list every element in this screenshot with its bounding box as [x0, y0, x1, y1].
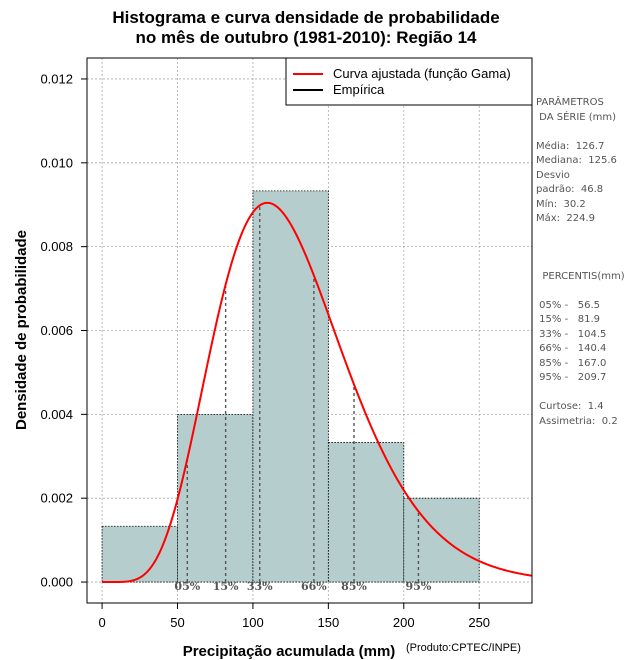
chart-title-line2: no mês de outubro (1981-2010): Região 14	[135, 28, 477, 47]
stat-max: Máx: 224.9	[536, 213, 596, 224]
legend: Curva ajustada (função Gama) Empírica	[285, 57, 533, 106]
legend-label-curve: Curva ajustada (função Gama)	[333, 66, 511, 81]
percentile-label: 33%	[247, 580, 273, 593]
percentile-66: 66% - 140.4	[536, 343, 607, 354]
percentile-labels: 05% 15% 33% 66% 85% 95%	[174, 580, 431, 593]
y-tick-label: 0.010	[40, 155, 73, 170]
x-tick-label: 50	[170, 615, 184, 630]
x-tick-label: 0	[98, 615, 105, 630]
histogram-bars	[101, 190, 480, 583]
params-title-line2: DA SÉRIE (mm)	[536, 111, 617, 123]
chart-title: Histograma e curva densidade de probabil…	[0, 8, 612, 48]
x-tick-label: 150	[318, 615, 340, 630]
stat-desvio-line2: padrão: 46.8	[536, 184, 604, 195]
x-tick-label: 200	[393, 615, 415, 630]
statistics-panel: PARÂMETROS DA SÉRIE (mm) Média: 126.7 Me…	[536, 96, 640, 429]
y-tick-label: 0.012	[40, 71, 73, 86]
histogram-bar	[177, 413, 254, 583]
x-tick-label: 250	[468, 615, 490, 630]
stat-media: Média: 126.7	[536, 140, 605, 152]
y-tick-label: 0.006	[40, 323, 73, 338]
y-tick-label: 0.000	[40, 575, 73, 590]
x-tick-label: 100	[242, 615, 264, 630]
percentile-85: 85% - 167.0	[536, 357, 607, 369]
percentile-33: 33% - 104.5	[536, 328, 607, 340]
histogram-bar	[252, 190, 329, 583]
percentile-label: 15%	[213, 580, 239, 593]
histogram-bar	[403, 497, 480, 583]
percentile-label: 05%	[174, 580, 200, 593]
y-tick-label: 0.002	[40, 491, 73, 506]
chart-title-line1: Histograma e curva densidade de probabil…	[112, 8, 500, 27]
percentile-95: 95% - 209.7	[536, 372, 607, 383]
percentis-title: PERCENTIS(mm)	[536, 270, 625, 282]
histogram-bar	[101, 525, 178, 583]
params-title-line1: PARÂMETROS	[536, 97, 604, 108]
stat-mediana: Mediana: 125.6	[536, 155, 617, 166]
percentile-label: 66%	[301, 580, 327, 593]
percentile-05: 05% - 56.5	[536, 299, 600, 311]
percentile-label: 85%	[341, 580, 367, 593]
legend-label-empirical: Empírica	[333, 82, 385, 97]
gamma-density-curve	[102, 201, 533, 584]
legend-box	[285, 57, 533, 106]
credit-text: (Produto:CPTEC/INPE)	[406, 642, 521, 654]
y-axis: 0.000 0.002 0.004 0.006 0.008 0.010 0.012	[40, 71, 87, 590]
y-tick-label: 0.008	[40, 239, 73, 254]
percentile-lines	[186, 205, 420, 583]
stat-curtose: Curtose: 1.4	[536, 401, 604, 412]
y-tick-label: 0.004	[40, 407, 73, 422]
percentile-label: 95%	[406, 580, 432, 593]
histogram-bar	[327, 442, 405, 583]
x-axis-title: Precipitação acumulada (mm)	[183, 643, 396, 660]
stat-min: Mín: 30.2	[536, 198, 586, 210]
stat-assimetria: Assimetria: 0.2	[536, 415, 618, 427]
y-axis-title: Densidade de probabilidade	[13, 230, 30, 430]
x-axis: 0 50 100 150 200 250	[98, 603, 490, 630]
stat-desvio-line1: Desvio	[536, 169, 570, 181]
percentile-15: 15% - 81.9	[536, 314, 600, 325]
